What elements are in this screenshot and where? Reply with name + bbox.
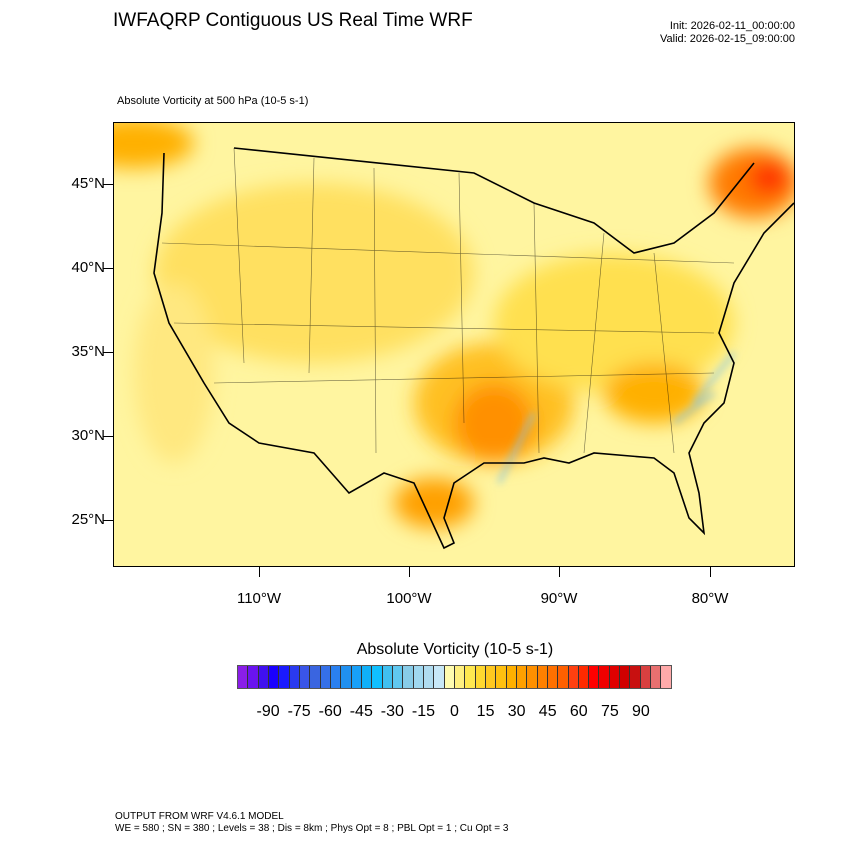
colorbar-box	[310, 666, 321, 688]
init-time: Init: 2026-02-11_00:00:00	[669, 20, 795, 32]
footer-model: OUTPUT FROM WRF V4.6.1 MODEL	[115, 811, 284, 822]
colorbar-box	[372, 666, 383, 688]
colorbar	[237, 665, 672, 689]
colorbar-label: 15	[476, 703, 495, 720]
us-outline	[153, 147, 794, 550]
colorbar-box	[661, 666, 671, 688]
lat-label-45n: 45°N	[71, 175, 105, 192]
colorbar-box	[258, 666, 269, 688]
colorbar-box	[568, 666, 579, 688]
vorticity-shading	[114, 123, 794, 528]
field-label: Absolute Vorticity at 500 hPa (10-5 s-1)	[117, 95, 309, 107]
colorbar-title: Absolute Vorticity (10-5 s-1)	[356, 641, 554, 658]
vorticity-map	[113, 122, 795, 567]
colorbar-label: 0	[450, 703, 459, 720]
colorbar-box	[558, 666, 569, 688]
colorbar-box	[496, 666, 507, 688]
colorbar-box	[527, 666, 538, 688]
lat-label-40n: 40°N	[71, 259, 105, 276]
colorbar-label: 60	[569, 703, 588, 720]
colorbar-label: -60	[318, 703, 342, 720]
colorbar-box	[620, 666, 631, 688]
colorbar-box	[485, 666, 497, 688]
colorbar-box	[238, 666, 249, 688]
colorbar-box	[506, 666, 517, 688]
colorbar-label: -45	[349, 703, 373, 720]
colorbar-label: -15	[411, 703, 435, 720]
colorbar-box	[248, 666, 259, 688]
lat-label-35n: 35°N	[71, 343, 105, 360]
colorbar-box	[299, 666, 311, 688]
colorbar-label: 45	[538, 703, 557, 720]
state-borders	[161, 147, 735, 454]
colorbar-box	[516, 666, 528, 688]
colorbar-box	[589, 666, 600, 688]
colorbar-box	[599, 666, 610, 688]
lat-label-25n: 25°N	[71, 511, 105, 528]
colorbar-box	[351, 666, 362, 688]
colorbar-box	[268, 666, 280, 688]
colorbar-box	[537, 666, 548, 688]
colorbar-box	[403, 666, 414, 688]
colorbar-box	[279, 666, 290, 688]
colorbar-box	[330, 666, 342, 688]
colorbar-label: -75	[287, 703, 311, 720]
lat-label-30n: 30°N	[71, 427, 105, 444]
colorbar-label: 90	[632, 703, 650, 720]
footer-config: WE = 580 ; SN = 380 ; Levels = 38 ; Dis …	[115, 823, 509, 834]
lon-label-100w: 100°W	[386, 590, 432, 607]
colorbar-box	[320, 666, 331, 688]
colorbar-box	[475, 666, 486, 688]
colorbar-box	[413, 666, 424, 688]
colorbar-label: -30	[380, 703, 404, 720]
valid-time: Valid: 2026-02-15_09:00:00	[660, 33, 795, 45]
colorbar-box	[361, 666, 373, 688]
map-field	[114, 123, 794, 566]
colorbar-label: -90	[256, 703, 280, 720]
colorbar-box	[547, 666, 559, 688]
colorbar-box	[423, 666, 435, 688]
lon-label-80w: 80°W	[691, 590, 729, 607]
colorbar-box	[341, 666, 352, 688]
plot-title: IWFAQRP Contiguous US Real Time WRF	[113, 10, 473, 31]
colorbar-box	[651, 666, 662, 688]
lon-label-110w: 110°W	[236, 590, 282, 607]
colorbar-box	[382, 666, 393, 688]
colorbar-box	[434, 666, 445, 688]
colorbar-box	[630, 666, 641, 688]
colorbar-box	[609, 666, 621, 688]
colorbar-box	[465, 666, 476, 688]
colorbar-box	[578, 666, 590, 688]
colorbar-box	[444, 666, 455, 688]
colorbar-box	[289, 666, 300, 688]
colorbar-box	[640, 666, 652, 688]
colorbar-box	[454, 666, 466, 688]
colorbar-label: 75	[600, 703, 619, 720]
colorbar-label: 30	[507, 703, 526, 720]
negative-vorticity-streaks	[497, 352, 736, 484]
colorbar-box	[392, 666, 404, 688]
lon-label-90w: 90°W	[540, 590, 578, 607]
